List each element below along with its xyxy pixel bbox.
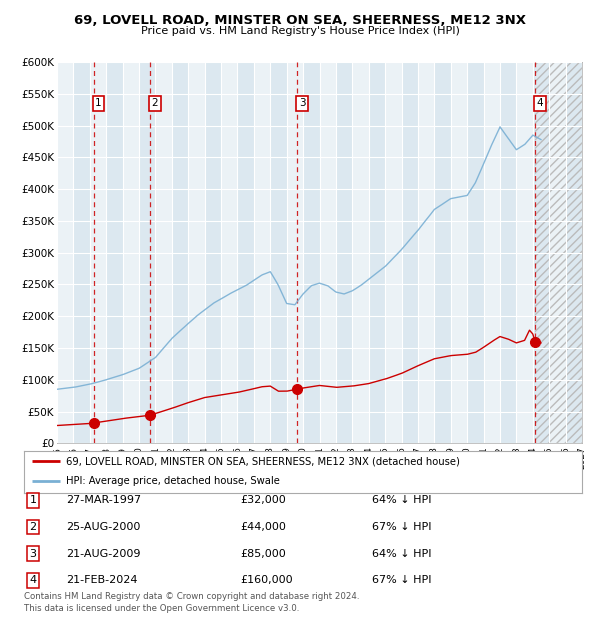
Bar [57,62,73,443]
Text: 64% ↓ HPI: 64% ↓ HPI [372,495,431,505]
Text: 67% ↓ HPI: 67% ↓ HPI [372,575,431,585]
Bar [517,62,533,443]
Text: 1: 1 [29,495,37,505]
Bar [155,62,172,443]
Bar [188,62,205,443]
Text: £44,000: £44,000 [240,522,286,532]
Text: 27-MAR-1997: 27-MAR-1997 [66,495,141,505]
Bar [535,62,582,443]
Bar [549,62,566,443]
Text: 4: 4 [537,99,544,108]
Text: HPI: Average price, detached house, Swale: HPI: Average price, detached house, Swal… [66,476,280,486]
Text: 69, LOVELL ROAD, MINSTER ON SEA, SHEERNESS, ME12 3NX: 69, LOVELL ROAD, MINSTER ON SEA, SHEERNE… [74,14,526,27]
Text: 67% ↓ HPI: 67% ↓ HPI [372,522,431,532]
Bar [254,62,270,443]
Text: 2: 2 [151,99,158,108]
Bar [221,62,238,443]
Text: 21-FEB-2024: 21-FEB-2024 [66,575,137,585]
Bar [352,62,369,443]
Text: £32,000: £32,000 [240,495,286,505]
Text: 4: 4 [29,575,37,585]
Text: 3: 3 [299,99,305,108]
Text: 2: 2 [29,522,37,532]
Bar [385,62,401,443]
Bar [535,62,582,443]
Bar [418,62,434,443]
Text: 25-AUG-2000: 25-AUG-2000 [66,522,140,532]
Text: This data is licensed under the Open Government Licence v3.0.: This data is licensed under the Open Gov… [24,603,299,613]
Bar [90,62,106,443]
Bar [451,62,467,443]
Bar [287,62,303,443]
Text: 64% ↓ HPI: 64% ↓ HPI [372,549,431,559]
Text: £85,000: £85,000 [240,549,286,559]
Text: 69, LOVELL ROAD, MINSTER ON SEA, SHEERNESS, ME12 3NX (detached house): 69, LOVELL ROAD, MINSTER ON SEA, SHEERNE… [66,456,460,466]
Bar [484,62,500,443]
Text: 1: 1 [95,99,102,108]
Text: 3: 3 [29,549,37,559]
Text: 21-AUG-2009: 21-AUG-2009 [66,549,140,559]
Bar [122,62,139,443]
Text: Price paid vs. HM Land Registry's House Price Index (HPI): Price paid vs. HM Land Registry's House … [140,26,460,36]
Text: Contains HM Land Registry data © Crown copyright and database right 2024.: Contains HM Land Registry data © Crown c… [24,592,359,601]
Bar [320,62,336,443]
Text: £160,000: £160,000 [240,575,293,585]
